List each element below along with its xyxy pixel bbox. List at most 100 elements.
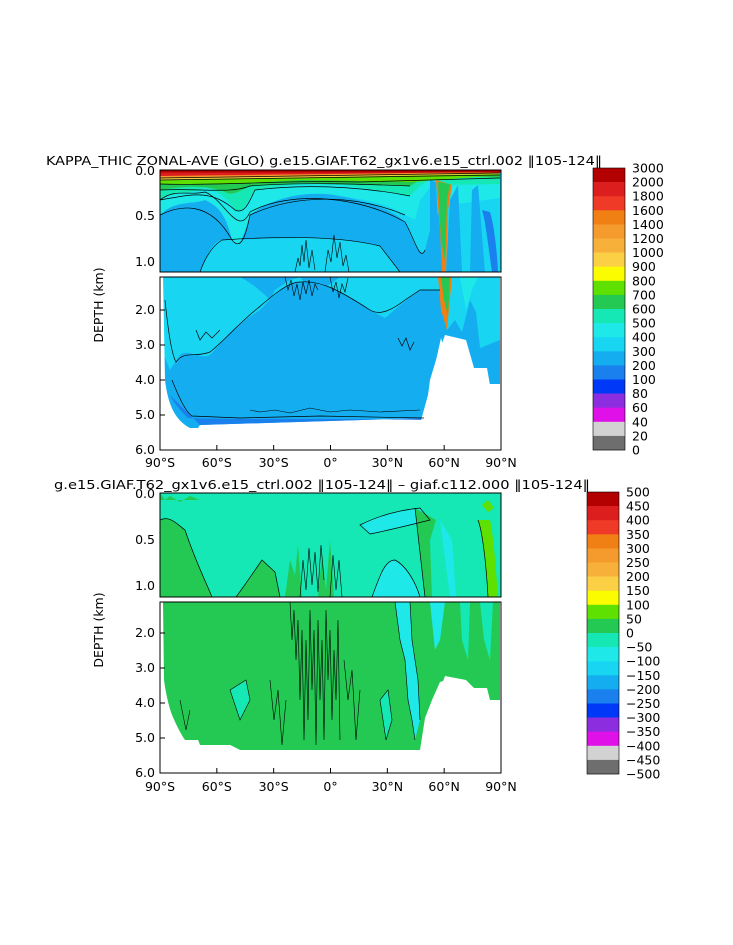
colorbar-label: 700 [632,287,656,302]
panel-1-lower-field [160,277,501,450]
colorbar-label: 50 [626,611,642,626]
colorbar-label: −250 [626,696,660,711]
colorbar-swatch [593,407,625,423]
colorbar-swatch [593,435,625,451]
colorbar-swatch [593,168,625,183]
colorbar-label: 200 [626,569,650,584]
colorbar-label: 500 [632,316,656,331]
x-tick-label: 60°S [202,779,232,794]
y-tick-label: 5.0 [135,730,155,745]
y-tick-label: 1.0 [135,254,155,269]
colorbar-swatch [593,224,625,239]
colorbar-swatch [593,309,625,324]
colorbar-label: 2000 [632,175,664,190]
x-tick-label: 30°S [259,779,289,794]
colorbar-label: 300 [632,344,656,359]
panel-1-axes: 90°S 60°S 30°S 0° 30°N 60°N 90°N 0.0 0.5 1.0 2.0 3.… [91,163,517,470]
colorbar-swatch [587,506,619,521]
colorbar-swatch [593,323,625,338]
y-tick-label: 4.0 [135,695,155,710]
colorbar-label: −500 [626,767,660,782]
panel-2-axes: 90°S 60°S 30°S 0° 30°N 60°N 90°N 0.0 0.5 1.0 2.0 3.… [91,486,517,794]
x-tick-label: 90°S [145,779,175,794]
colorbar-label: 400 [632,330,656,345]
y-tick-label: 0.5 [135,532,155,547]
colorbar-swatch [593,365,625,380]
colorbar-label: 0 [632,443,640,458]
y-tick-label: 5.0 [135,407,155,422]
colorbar-swatch [587,590,619,606]
colorbar-swatch [587,520,619,535]
colorbar-swatch [593,337,625,352]
x-tick-label: 90°N [485,455,517,470]
colorbar-label: −300 [626,710,660,725]
colorbar-swatch [593,280,625,296]
colorbar-label: −200 [626,682,660,697]
x-tick-label: 0° [323,455,337,470]
y-tick-label: 2.0 [135,625,155,640]
colorbar-label: 1200 [632,231,664,246]
y-tick-label: 1.0 [135,578,155,593]
colorbar-swatch [593,252,625,267]
colorbar-label: 40 [632,414,648,429]
panel-1: KAPPA_THIC ZONAL-AVE (GLO) g.e15.GIAF.T6… [46,153,664,470]
colorbar-label: 600 [632,302,656,317]
colorbar-label: 150 [626,583,650,598]
colorbar-label: −50 [626,640,652,655]
colorbar-label: −450 [626,752,660,767]
colorbar-label: 500 [626,485,650,500]
x-tick-label: 90°N [485,779,517,794]
colorbar-swatch [593,393,625,408]
colorbar-label: 80 [632,386,648,401]
colorbar-label: −350 [626,724,660,739]
x-tick-label: 60°N [428,455,460,470]
y-tick-label: 6.0 [135,765,155,780]
colorbar-swatch [593,421,625,437]
colorbar-swatch [587,562,619,577]
colorbar-label: 200 [632,358,656,373]
y-tick-label: 3.0 [135,337,155,352]
x-tick-label: 30°N [372,779,404,794]
y-tick-label: 6.0 [135,442,155,457]
colorbar-label: 60 [632,400,648,415]
x-tick-label: 60°S [202,455,232,470]
colorbar-label: 1600 [632,203,664,218]
panel-2: g.e15.GIAF.T62_gx1v6.e15_ctrl.002 ‖105-1… [54,477,660,794]
colorbar-swatch [587,548,619,563]
y-axis-label: DEPTH (km) [91,267,106,342]
panel-2-upper-frame [159,492,502,598]
colorbar-swatch [587,689,619,704]
colorbar-swatch [587,703,619,718]
colorbar-frame [586,491,620,775]
colorbar-label: 350 [626,527,650,542]
colorbar-label: 20 [632,428,648,443]
colorbar-label: −100 [626,654,660,669]
colorbar-label: 300 [626,541,650,556]
y-tick-label: 0.0 [135,163,155,178]
colorbar-label: 450 [626,499,650,514]
colorbar-swatch [593,351,625,366]
colorbar-label: 900 [632,259,656,274]
x-tick-label: 30°S [259,455,289,470]
colorbar-swatch [587,647,619,662]
colorbar-swatch [593,238,625,253]
colorbar-swatch [587,759,619,775]
colorbar-swatch [593,210,625,225]
colorbar-label: 250 [626,555,650,570]
colorbar-swatch [593,182,625,197]
panel-1-title: KAPPA_THIC ZONAL-AVE (GLO) g.e15.GIAF.T6… [46,153,602,168]
colorbar-label: 1000 [632,245,664,260]
colorbar-swatch [593,379,625,394]
colorbar-swatch [587,675,619,690]
colorbar-swatch [587,633,619,648]
colorbar-swatch [593,294,625,310]
colorbar-swatch [587,492,619,507]
panel-2-colorbar: 500450400350300250200150100500−50−100−15… [586,485,660,782]
colorbar-label: −150 [626,668,660,683]
colorbar-label: 800 [632,273,656,288]
colorbar-label: 100 [626,597,650,612]
panel-1-upper-field [160,170,501,272]
panel-2-upper-field [160,493,501,597]
colorbar-label: 0 [626,626,634,641]
